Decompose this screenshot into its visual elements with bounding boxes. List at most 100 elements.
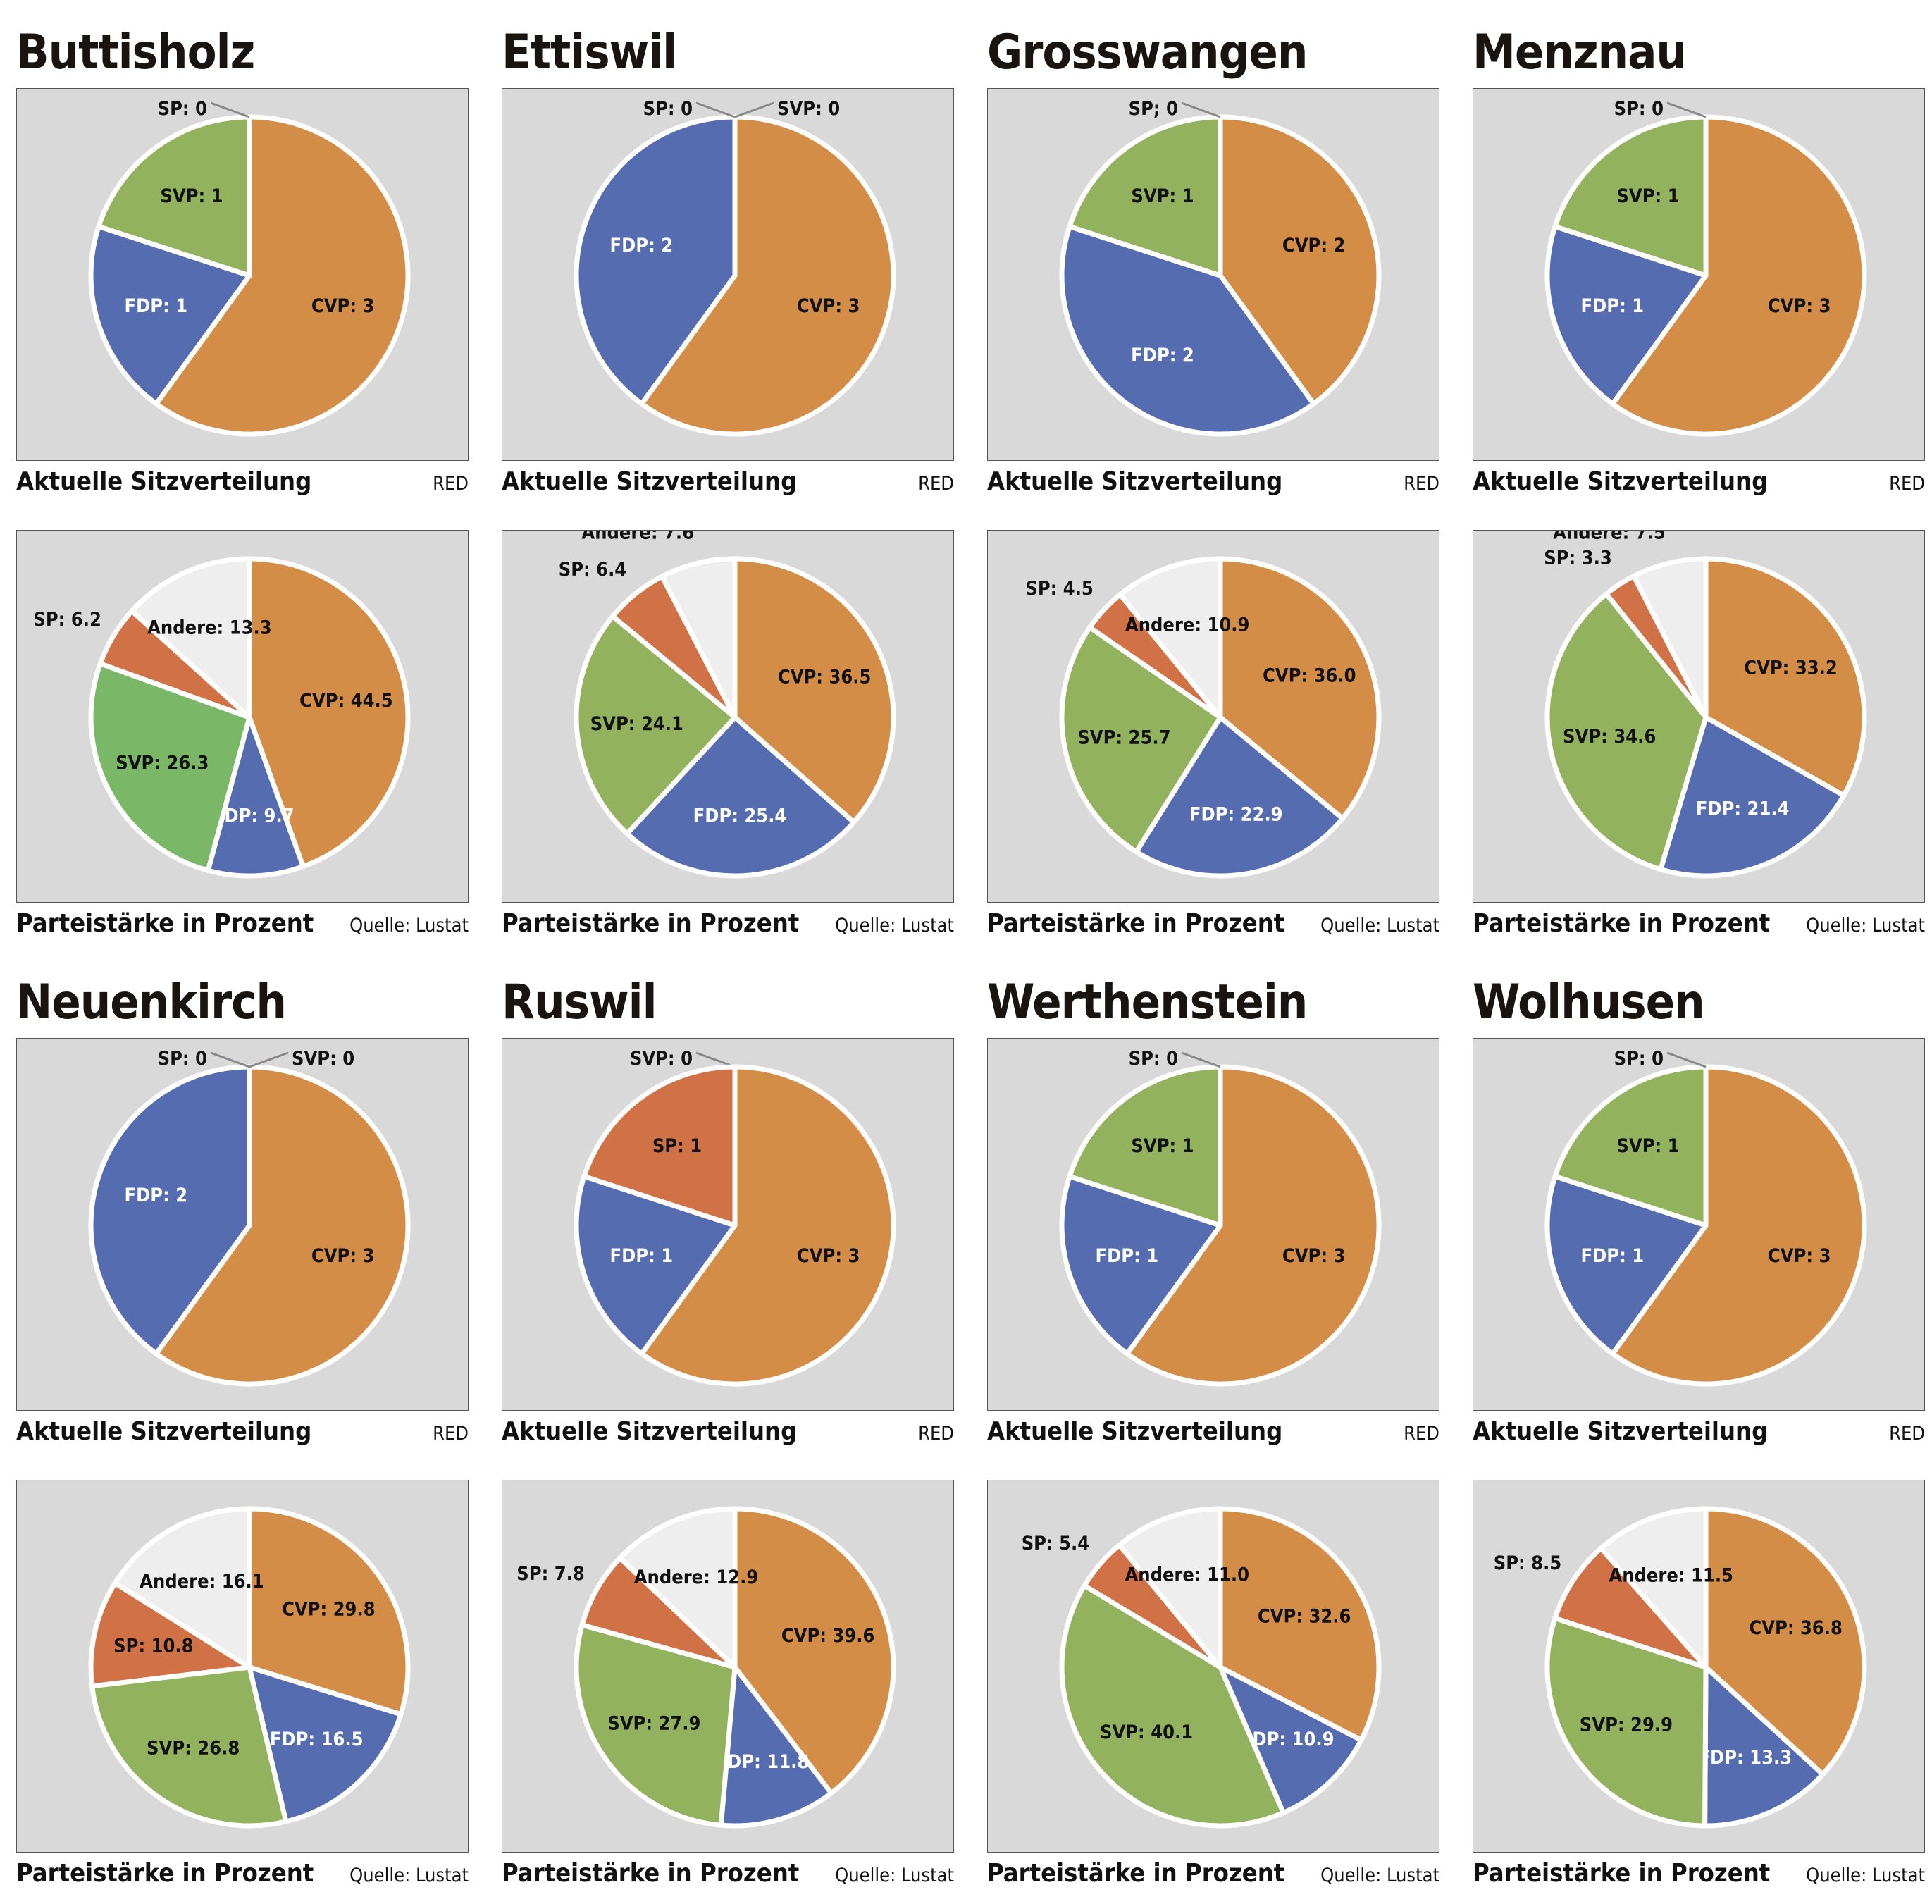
seats-caption-label: Aktuelle Sitzverteilung [502,1417,798,1446]
data-label-cvp: CVP: 33.2 [1744,657,1838,679]
slice-andere [129,556,252,720]
pie-chart-seats: CVP: 3 FDP: 1 SVP: 0 SP: 1 [574,1048,896,1387]
data-label-svp: SVP: 25.7 [1077,727,1170,748]
data-label-sp: SP: 6.2 [33,609,101,631]
percent-source: Quelle: Lustat [1806,1865,1925,1886]
seats-source: RED [433,1423,469,1445]
leader-line [1181,1051,1221,1068]
data-label-cvp: CVP: 36.0 [1263,665,1356,687]
slice-fdp [1544,223,1709,407]
data-label-sp: SP: 6.4 [559,559,627,581]
data-label-sp: SP; 0 [1129,98,1178,120]
data-label-svp: SVP: 26.8 [147,1737,240,1759]
pie-chart-seats: CVP: 3 FDP: 2 SVP: 0 SP: 0 [88,1048,411,1387]
percent-chart-panel: CVP: 36.5 FDP: 25.4 SVP: 24.1 SP: 6.4 Andere… [502,530,954,903]
slice-svp [89,1664,289,1829]
data-label-sp: SP: 5.4 [1022,1533,1090,1554]
percent-caption: Parteistärke in Prozent Quelle: Lustat [987,909,1439,938]
leader-line [695,1051,736,1068]
pie-chart-percent: CVP: 36.5 FDP: 25.4 SVP: 24.1 SP: 6.4 Andere… [559,531,896,879]
slice-cvp [247,1506,411,1717]
slice-cvp [1218,1506,1382,1743]
leader-line [249,1051,289,1068]
seats-caption-label: Aktuelle Sitzverteilung [987,1417,1283,1446]
slice-cvp [1703,556,1867,798]
seats-chart-panel: CVP: 3 FDP: 1 SVP: 1 SP: 0 [987,1038,1439,1411]
data-label-sp: SP: 10.8 [113,1636,193,1657]
percent-caption: Parteistärke in Prozent Quelle: Lustat [16,1859,469,1888]
percent-caption: Parteistärke in Prozent Quelle: Lustat [1473,909,1925,938]
slice-svp [1552,1064,1709,1228]
data-label-svp: SVP: 1 [1616,185,1679,207]
seats-caption-label: Aktuelle Sitzverteilung [16,1417,312,1446]
data-label-sp: SP: 8.5 [1494,1552,1562,1574]
percent-caption: Parteistärke in Prozent Quelle: Lustat [502,1859,954,1888]
data-label-cvp: CVP: 32.6 [1258,1605,1351,1627]
data-label-fdp: FDP: 1 [1581,1245,1645,1267]
seats-chart-panel: CVP: 2 FDP: 2 SVP: 1 SP; 0 [987,88,1439,461]
slice-svp [1059,624,1223,855]
slice-cvp [639,1064,896,1387]
data-label-cvp: CVP: 3 [311,295,375,317]
data-label-fdp: FDP: 1 [610,1245,674,1267]
slice-fdp [1059,223,1316,437]
pie-chart-seats: CVP: 3 FDP: 1 SVP: 1 SP: 0 [88,98,411,437]
data-label-cvp: CVP: 3 [797,295,860,317]
seats-source: RED [1404,473,1439,495]
percent-caption: Parteistärke in Prozent Quelle: Lustat [16,909,469,938]
percent-chart-panel: CVP: 33.2 FDP: 21.4 SVP: 34.6 SP: 3.3 Andere… [1473,530,1925,903]
data-label-sp: SP: 0 [1129,1048,1178,1070]
data-label-fdp: FDP: 22.9 [1189,804,1283,826]
seats-source: RED [1404,1423,1439,1445]
seats-caption: Aktuelle Sitzverteilung RED [16,467,469,496]
slice-fdp [1218,1664,1364,1815]
percent-source: Quelle: Lustat [1806,915,1925,936]
data-label-andere: Andere: 12.9 [634,1566,759,1588]
data-label-cvp: CVP: 3 [311,1245,375,1267]
slice-cvp [1610,1064,1867,1387]
data-label-fdp: FDP: 1 [1096,1245,1159,1267]
data-label-sp: SP: 0 [158,1048,207,1070]
pie-chart-seats: CVP: 3 FDP: 2 SVP: 0 SP: 0 [574,98,896,437]
data-label-sp: SP: 3.3 [1544,547,1612,569]
slice-cvp [639,114,896,437]
slice-sp [1552,1545,1709,1670]
slice-fdp [247,1664,404,1824]
slice-andere [1117,556,1223,720]
municipality-title: Ruswil [502,975,657,1030]
seats-chart-panel: CVP: 3 FDP: 2 SVP: 0 SP: 0 [16,1038,469,1411]
data-label-sp: SP: 1 [652,1135,702,1157]
leader-line [210,101,250,118]
data-label-sp: SP: 0 [158,98,207,120]
data-label-andere: Andere: 16.1 [140,1571,264,1593]
slice-cvp [732,1506,896,1796]
data-label-svp: SVP: 40.1 [1100,1721,1193,1743]
slice-andere [617,1506,738,1670]
data-label-fdp: FDP: 11.8 [716,1751,810,1773]
data-label-svp: SVP: 27.9 [607,1712,700,1734]
seats-source: RED [1889,473,1925,495]
percent-chart-panel: CVP: 32.6 FDP: 10.9 SVP: 40.1 SP: 5.4 Andere… [987,1480,1439,1853]
slice-fdp [718,1664,834,1829]
pie-chart-seats: CVP: 3 FDP: 1 SVP: 1 SP: 0 [1059,1048,1382,1387]
slice-cvp [1125,1064,1382,1387]
slice-svp [96,114,252,278]
data-label-fdp: FDP: 1 [125,295,188,317]
municipality-title: Ettiswil [502,25,677,80]
data-label-cvp: CVP: 39.6 [781,1625,875,1647]
data-label-sp: SP: 0 [643,98,693,120]
slice-fdp [88,1064,252,1356]
slice-svp [574,614,738,836]
data-label-andere: Andere: 10.9 [1125,614,1250,636]
data-label-cvp: CVP: 3 [797,1245,860,1267]
percent-caption-label: Parteistärke in Prozent [16,1859,314,1888]
seats-caption: Aktuelle Sitzverteilung RED [1473,467,1925,496]
slice-svp [1552,114,1709,278]
slice-andere [1631,556,1709,720]
slice-andere [112,1506,252,1670]
percent-caption: Parteistärke in Prozent Quelle: Lustat [502,909,954,938]
seats-caption: Aktuelle Sitzverteilung RED [502,467,954,496]
pie-chart-seats: CVP: 3 FDP: 1 SVP: 1 SP: 0 [1544,1048,1867,1387]
percent-caption-label: Parteistärke in Prozent [16,909,314,938]
